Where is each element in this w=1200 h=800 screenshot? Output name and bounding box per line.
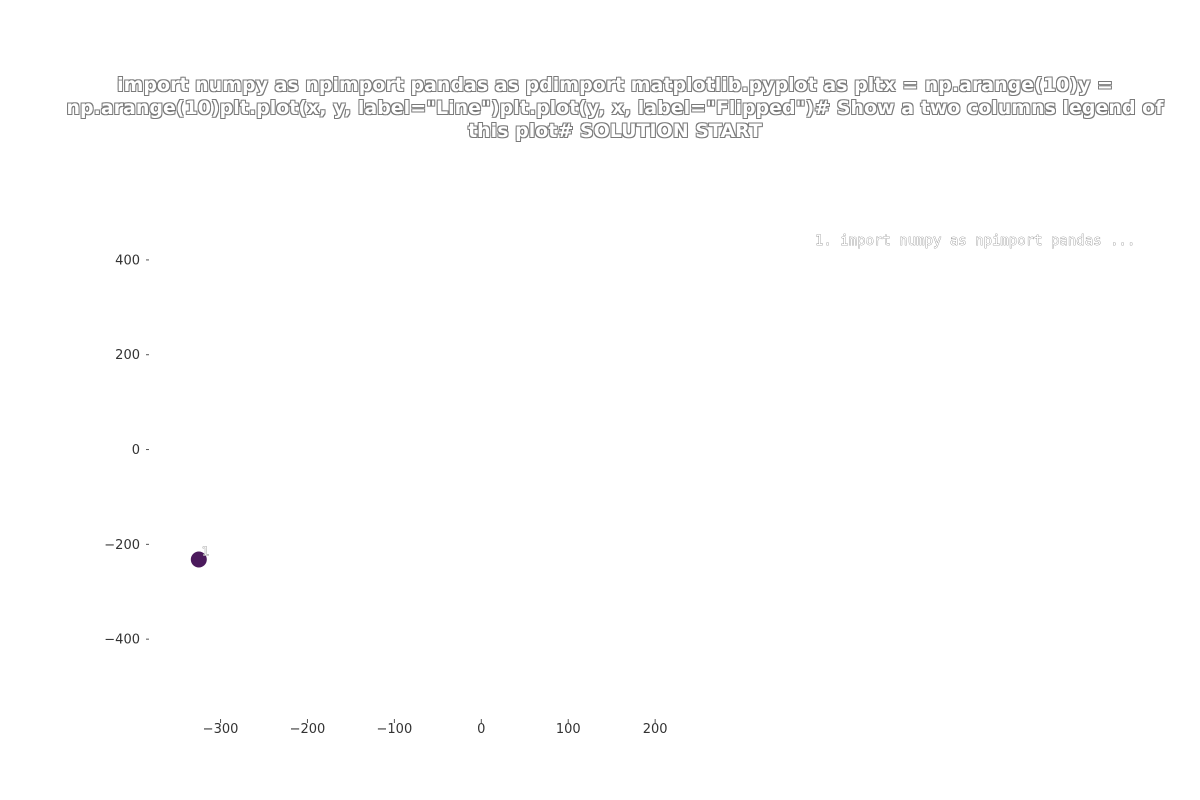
y-tick-label: 0 — [132, 443, 140, 458]
x-tick-label: 0 — [477, 722, 485, 737]
x-tick-label: −300 — [203, 722, 239, 737]
y-axis: 400 200 0 −200 −400 — [104, 253, 149, 648]
x-tick-label: 100 — [556, 722, 581, 737]
data-points: 1 — [190, 544, 210, 568]
chart-title: import numpy as npimport pandas as pdimp… — [66, 74, 1164, 142]
x-tick-label: 200 — [643, 722, 668, 737]
legend-entry: 1. import numpy as npimport pandas ... — [815, 233, 1135, 249]
x-tick-label: −200 — [290, 722, 326, 737]
x-axis: −300 −200 −100 0 100 200 — [203, 719, 668, 737]
y-tick-label: 200 — [115, 348, 140, 363]
y-tick-label: −400 — [104, 633, 140, 648]
x-tick-label: −100 — [377, 722, 413, 737]
y-tick-label: 400 — [115, 253, 140, 268]
legend: 1. import numpy as npimport pandas ... — [815, 233, 1136, 250]
y-tick-label: −200 — [104, 538, 140, 553]
data-point — [190, 551, 207, 568]
data-point-label: 1 — [202, 545, 210, 559]
